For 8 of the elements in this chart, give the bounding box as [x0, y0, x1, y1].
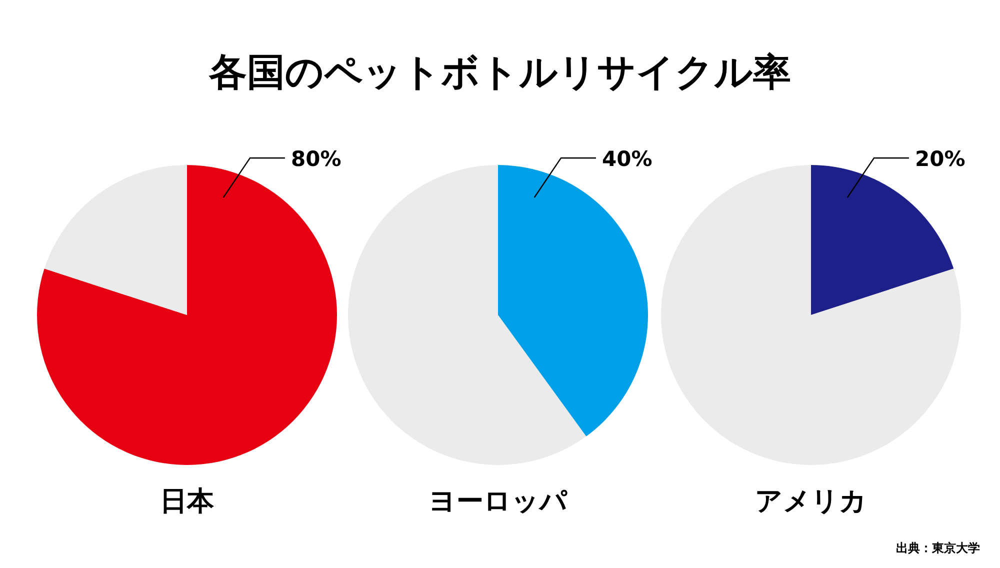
- data-label: 40%: [602, 147, 652, 171]
- text: アメリカ: [755, 486, 867, 517]
- text: 日本: [160, 486, 215, 517]
- text: 各国のペットボトルリサイクル率: [208, 50, 791, 94]
- data-label: 80%: [291, 147, 342, 171]
- source-note: 出典：東京大学: [896, 541, 980, 555]
- text: ヨーロッパ: [428, 486, 568, 517]
- data-label: 20%: [915, 147, 966, 171]
